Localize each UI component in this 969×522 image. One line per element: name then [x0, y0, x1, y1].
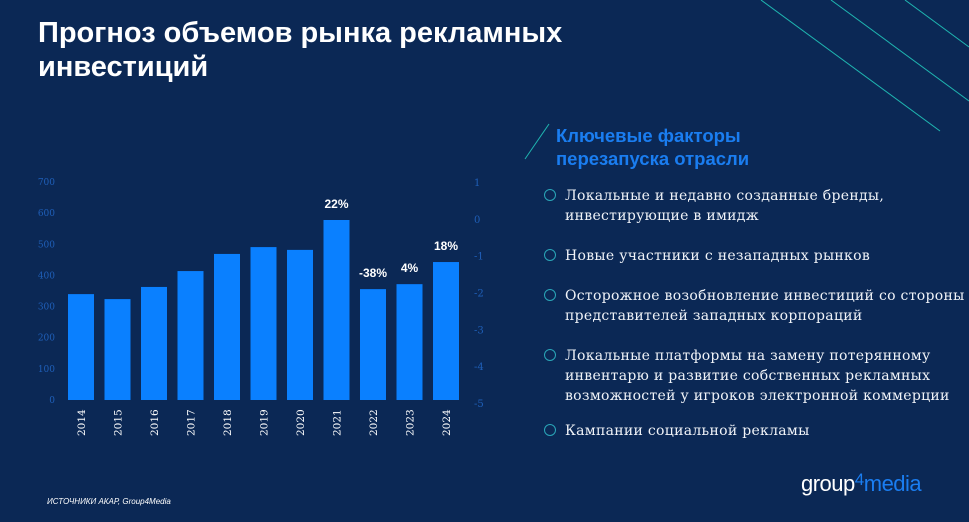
y-tick-label: 300 — [38, 303, 55, 313]
bar — [141, 286, 167, 400]
y-tick-label: 200 — [38, 334, 55, 344]
x-tick-label: 2015 — [113, 409, 125, 436]
bar — [214, 253, 240, 400]
x-tick-label: 2018 — [222, 409, 234, 436]
factor-text: Осторожное возобновление инвестиций со с… — [565, 288, 965, 324]
y-tick-label: 700 — [38, 178, 55, 188]
factor-item: Кампании социальной рекламы — [544, 421, 969, 441]
data-label: 18% — [434, 239, 458, 253]
y-tick-label: 400 — [38, 271, 55, 281]
factor-text: Локальные платформы на замену потерянном… — [565, 348, 950, 404]
factors-title: Ключевые факторы перезапуска отрасли — [556, 124, 749, 170]
factor-item: Локальные платформы на замену потерянном… — [544, 346, 969, 406]
x-tick-label: 2022 — [368, 409, 380, 436]
circle-bullet-icon — [544, 289, 556, 301]
bar — [68, 294, 94, 400]
y-tick-label: 0 — [49, 396, 55, 406]
data-label: -38% — [359, 266, 387, 280]
y2-tick-label: 0 — [474, 215, 480, 226]
deco-line — [760, 0, 941, 132]
x-tick-label: 2021 — [332, 409, 344, 436]
bar — [104, 299, 131, 400]
data-label: 4% — [401, 261, 419, 275]
x-tick-label: 2014 — [76, 409, 88, 436]
y-tick-label: 500 — [38, 240, 55, 250]
factors-title-line1: Ключевые факторы — [556, 125, 741, 146]
factor-text: Новые участники с незападных рынков — [565, 248, 871, 264]
bar — [360, 289, 386, 400]
bar — [323, 219, 350, 400]
page-title: Прогноз объемов рынка рекламных инвестиц… — [38, 17, 563, 83]
bar — [287, 249, 313, 400]
x-tick-label: 2016 — [149, 409, 161, 436]
x-tick-label: 2020 — [295, 409, 307, 436]
factor-item: Осторожное возобновление инвестиций со с… — [544, 286, 969, 326]
factors-title-line2: перезапуска отрасли — [556, 148, 750, 169]
deco-slash — [524, 123, 550, 160]
factor-item: Новые участники с незападных рынков — [544, 246, 969, 266]
circle-bullet-icon — [544, 189, 556, 201]
deco-line — [904, 0, 969, 48]
circle-bullet-icon — [544, 349, 556, 361]
y-tick-label: 100 — [38, 365, 55, 375]
y2-tick-label: 1 — [474, 178, 480, 189]
y2-tick-label: -1 — [474, 252, 484, 263]
factor-text: Локальные и недавно созданные бренды, ин… — [565, 188, 885, 224]
logo-part: group — [801, 471, 855, 496]
deco-line — [830, 0, 969, 102]
logo-part: 4 — [854, 470, 864, 489]
y2-tick-label: -2 — [474, 289, 484, 300]
y-tick-label: 600 — [38, 209, 55, 219]
source-note: ИСТОЧНИКИ АКАР, Group4Media — [47, 497, 171, 506]
circle-bullet-icon — [544, 424, 556, 436]
x-tick-label: 2023 — [405, 409, 417, 436]
data-label: 22% — [324, 197, 348, 211]
factor-text: Кампании социальной рекламы — [565, 423, 810, 439]
bar — [177, 271, 204, 400]
bar — [433, 262, 459, 400]
circle-bullet-icon — [544, 249, 556, 261]
y2-tick-label: -3 — [474, 325, 484, 336]
x-tick-label: 2019 — [259, 409, 271, 436]
factors-list: Локальные и недавно созданные бренды, ин… — [544, 186, 969, 441]
group4media-logo: group4media — [801, 470, 922, 497]
bar — [396, 284, 423, 400]
x-tick-label: 2017 — [186, 409, 198, 436]
x-tick-label: 2024 — [441, 409, 453, 436]
y2-tick-label: -5 — [474, 399, 484, 410]
y2-tick-label: -4 — [474, 362, 484, 373]
logo-part: media — [863, 471, 922, 496]
factor-item: Локальные и недавно созданные бренды, ин… — [544, 186, 969, 226]
bar — [250, 247, 277, 400]
